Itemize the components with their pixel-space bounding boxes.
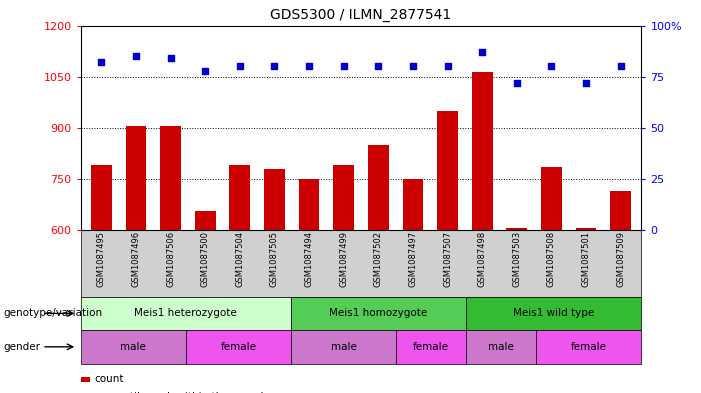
Bar [506, 228, 527, 230]
Point [96, 59, 107, 66]
Title: GDS5300 / ILMN_2877541: GDS5300 / ILMN_2877541 [271, 8, 451, 22]
Bar [299, 179, 320, 230]
Text: percentile rank within the sample: percentile rank within the sample [94, 392, 270, 393]
Text: Meis1 wild type: Meis1 wild type [513, 309, 594, 318]
Point [234, 63, 245, 70]
Point [477, 49, 488, 55]
Point [580, 80, 592, 86]
Bar [368, 145, 389, 230]
Bar [402, 179, 423, 230]
Bar [195, 211, 216, 230]
Point [615, 63, 626, 70]
Point [165, 55, 176, 61]
Bar [611, 191, 631, 230]
Bar [264, 169, 285, 230]
Text: count: count [94, 374, 123, 384]
Point [130, 53, 142, 59]
Text: female: female [220, 342, 257, 352]
Text: Meis1 heterozygote: Meis1 heterozygote [135, 309, 237, 318]
Text: female: female [413, 342, 449, 352]
Bar [472, 72, 493, 230]
Bar [91, 165, 111, 230]
Text: female: female [571, 342, 607, 352]
Point [338, 63, 349, 70]
Point [373, 63, 384, 70]
Text: male: male [121, 342, 146, 352]
Bar [437, 111, 458, 230]
Point [442, 63, 453, 70]
Point [269, 63, 280, 70]
Point [511, 80, 522, 86]
Bar [229, 165, 250, 230]
Bar [161, 126, 181, 230]
Text: gender: gender [4, 342, 41, 352]
Bar [333, 165, 354, 230]
Bar [125, 126, 147, 230]
Text: genotype/variation: genotype/variation [4, 309, 102, 318]
Text: Meis1 homozygote: Meis1 homozygote [329, 309, 428, 318]
Bar [541, 167, 562, 230]
Text: male: male [331, 342, 356, 352]
Point [407, 63, 418, 70]
Point [200, 67, 211, 73]
Point [304, 63, 315, 70]
Bar [576, 228, 597, 230]
Point [546, 63, 557, 70]
Text: male: male [489, 342, 514, 352]
